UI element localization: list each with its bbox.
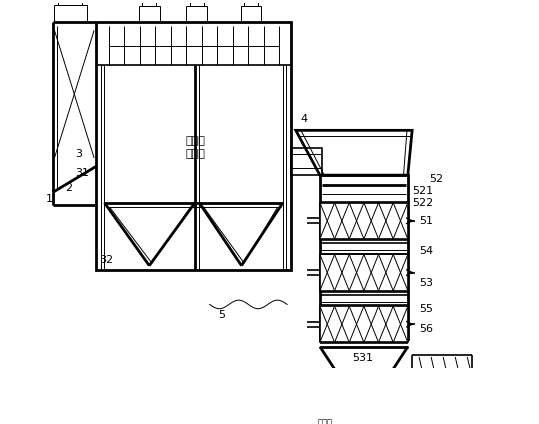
Bar [190, 0, 204, 6]
Text: 522: 522 [412, 198, 433, 208]
Bar [269, 411, 286, 424]
Bar [240, 6, 261, 22]
Text: 器本体: 器本体 [185, 148, 205, 159]
Bar [139, 6, 160, 22]
Bar [58, 0, 82, 5]
Text: 5: 5 [218, 310, 225, 320]
Text: 55: 55 [419, 304, 433, 314]
Text: 31: 31 [75, 168, 89, 179]
Bar [320, 306, 408, 342]
Text: 531: 531 [352, 353, 373, 363]
Bar [244, 0, 258, 6]
Text: 电除尘: 电除尘 [185, 136, 205, 146]
Text: 53: 53 [419, 278, 433, 288]
Text: 521: 521 [412, 186, 433, 195]
Text: 4: 4 [300, 114, 307, 124]
Text: 52: 52 [430, 174, 444, 184]
Text: 54: 54 [419, 246, 433, 256]
Text: 1: 1 [46, 194, 53, 204]
Text: 喷液器: 喷液器 [317, 418, 333, 424]
Text: 3: 3 [75, 148, 82, 159]
Bar [302, 379, 349, 410]
Bar [320, 175, 408, 339]
Text: 32: 32 [99, 255, 113, 265]
Bar [292, 148, 322, 175]
Bar [54, 5, 87, 22]
Bar [298, 414, 354, 424]
Bar [186, 6, 207, 22]
Bar [320, 254, 408, 290]
Text: 51: 51 [419, 216, 433, 226]
Text: 56: 56 [419, 324, 433, 334]
Bar [96, 22, 292, 270]
Bar [142, 0, 156, 6]
Bar [320, 203, 408, 239]
Text: 2: 2 [65, 183, 72, 193]
